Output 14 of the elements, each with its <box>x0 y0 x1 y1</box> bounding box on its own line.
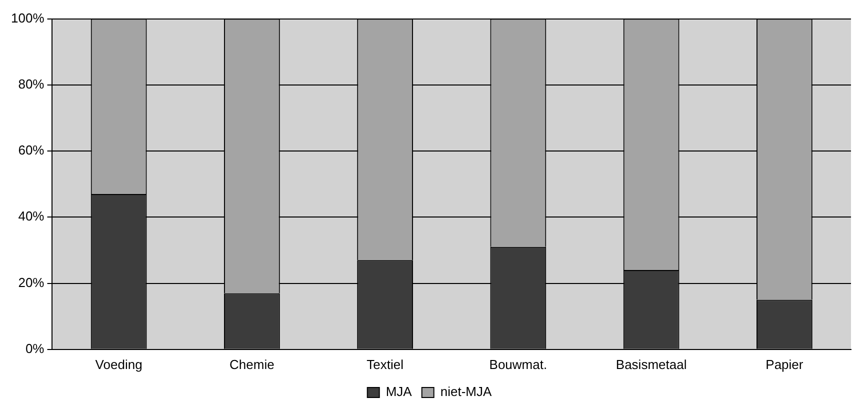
x-tick-label: Chemie <box>230 356 274 372</box>
x-tick-label: Voeding <box>95 356 142 372</box>
y-tick-label: 80% <box>18 76 45 92</box>
y-tick-label: 20% <box>18 274 45 290</box>
x-tick-label: Textiel <box>366 356 404 372</box>
legend-label: niet-MJA <box>440 384 492 400</box>
y-tick-label: 40% <box>18 208 45 224</box>
x-tick-label: Basismetaal <box>616 356 687 372</box>
y-tick-label: 100% <box>11 10 45 26</box>
x-tick-label: Bouwmat. <box>489 356 548 372</box>
legend-label: MJA <box>386 384 412 400</box>
y-tick-label: 60% <box>18 142 45 158</box>
x-tick-label: Papier <box>766 356 804 372</box>
y-tick-label: 0% <box>25 340 45 356</box>
